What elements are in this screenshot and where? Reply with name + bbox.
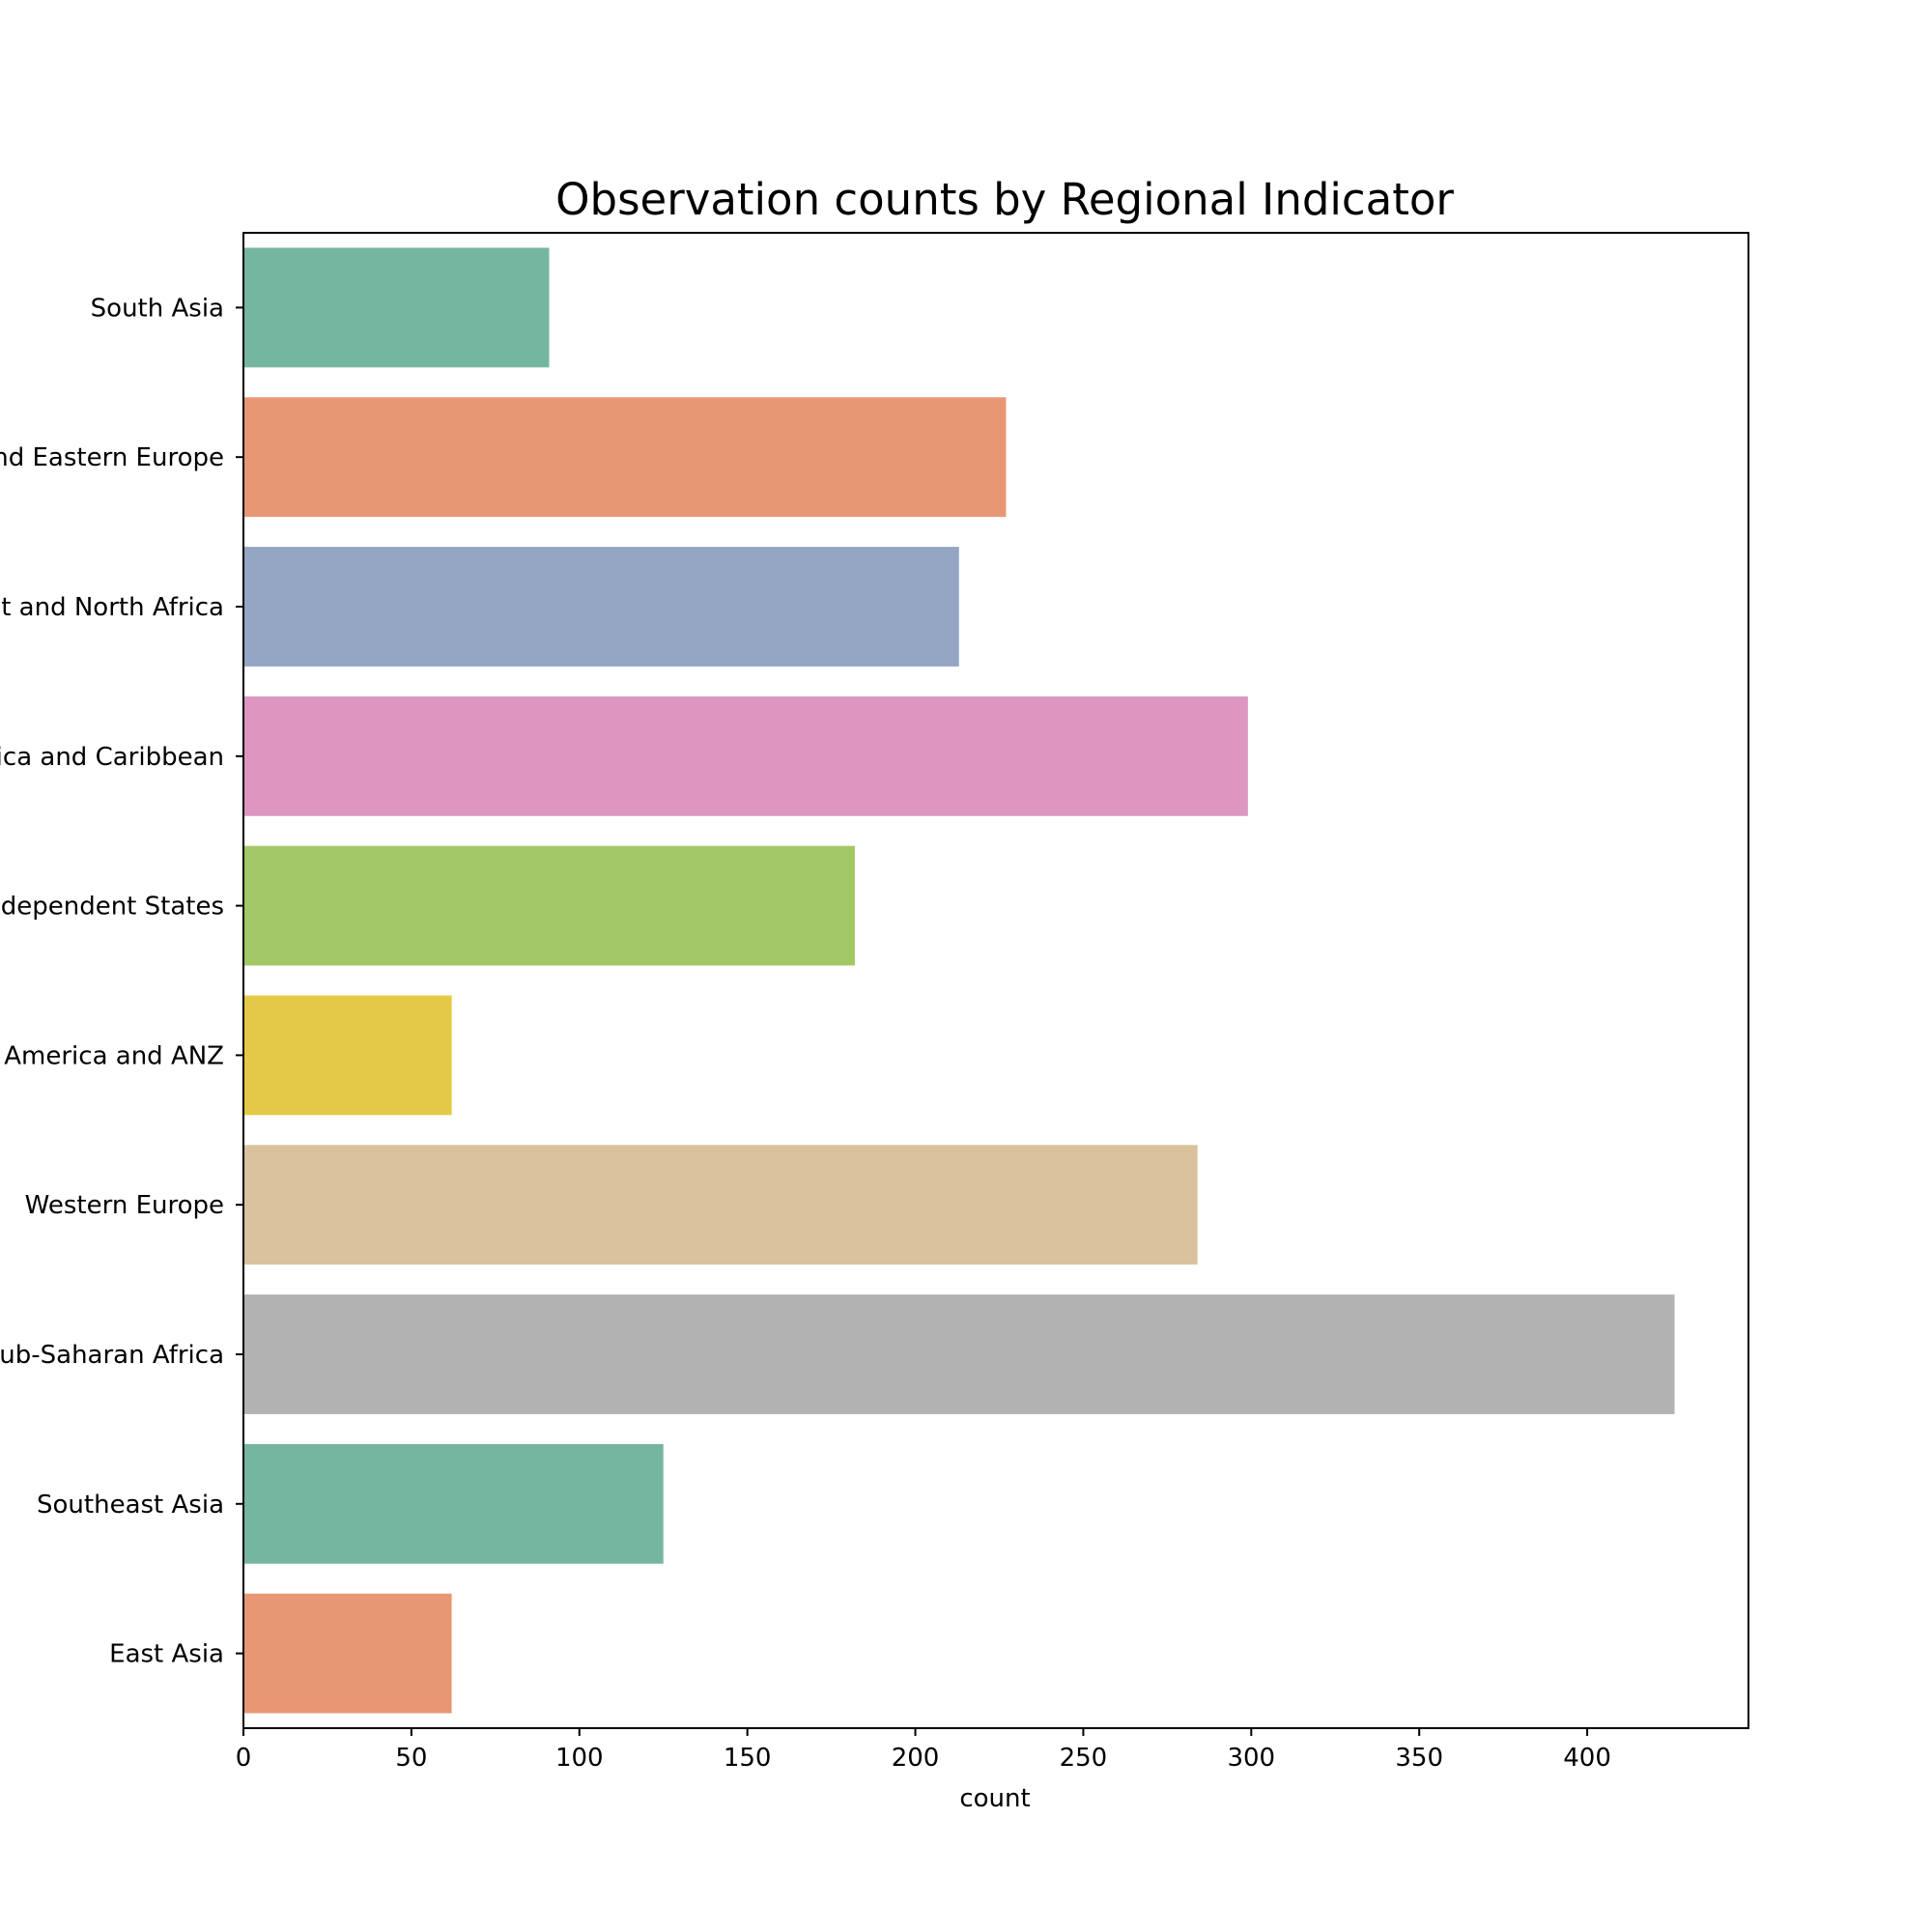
y-tick-label: East Asia	[109, 1640, 224, 1669]
x-tick-label: 250	[1060, 1744, 1108, 1773]
bars-layer	[243, 247, 1675, 1714]
bar	[243, 1145, 1198, 1265]
y-tick-label: North America and ANZ	[0, 1041, 224, 1070]
x-tick-label: 0	[236, 1744, 252, 1773]
x-axis-label: count	[959, 1784, 1030, 1813]
y-tick-label: Southeast Asia	[37, 1491, 224, 1520]
y-tick-label: Central and Eastern Europe	[0, 443, 224, 472]
bar	[243, 247, 550, 368]
x-tick-label: 400	[1563, 1744, 1611, 1773]
bar	[243, 547, 959, 667]
x-tick-label: 200	[892, 1744, 940, 1773]
bar	[243, 995, 452, 1116]
bar	[243, 696, 1248, 816]
y-tick-label: Middle East and North Africa	[0, 593, 224, 622]
plot-frame	[242, 232, 1749, 1729]
bar	[243, 1593, 452, 1714]
x-tick-label: 350	[1395, 1744, 1443, 1773]
y-tick-label: Latin America and Caribbean	[0, 743, 224, 772]
ticks-layer: South Asia Central and Eastern Europe Midd…	[0, 294, 1611, 1773]
y-tick-label: Commonwealth of Independent States	[0, 893, 224, 922]
y-tick-label: South Asia	[91, 294, 224, 323]
y-tick-label: Sub-Saharan Africa	[0, 1341, 224, 1370]
bar	[243, 1443, 664, 1564]
bar	[243, 1294, 1675, 1414]
x-tick-label: 300	[1227, 1744, 1275, 1773]
y-tick-label: Western Europe	[25, 1191, 224, 1220]
x-tick-label: 150	[724, 1744, 772, 1773]
bar	[243, 397, 1007, 518]
chart-title: Observation counts by Regional Indicator	[555, 174, 1454, 225]
x-tick-label: 100	[555, 1744, 604, 1773]
x-tick-label: 50	[395, 1744, 427, 1773]
bar	[243, 845, 855, 966]
